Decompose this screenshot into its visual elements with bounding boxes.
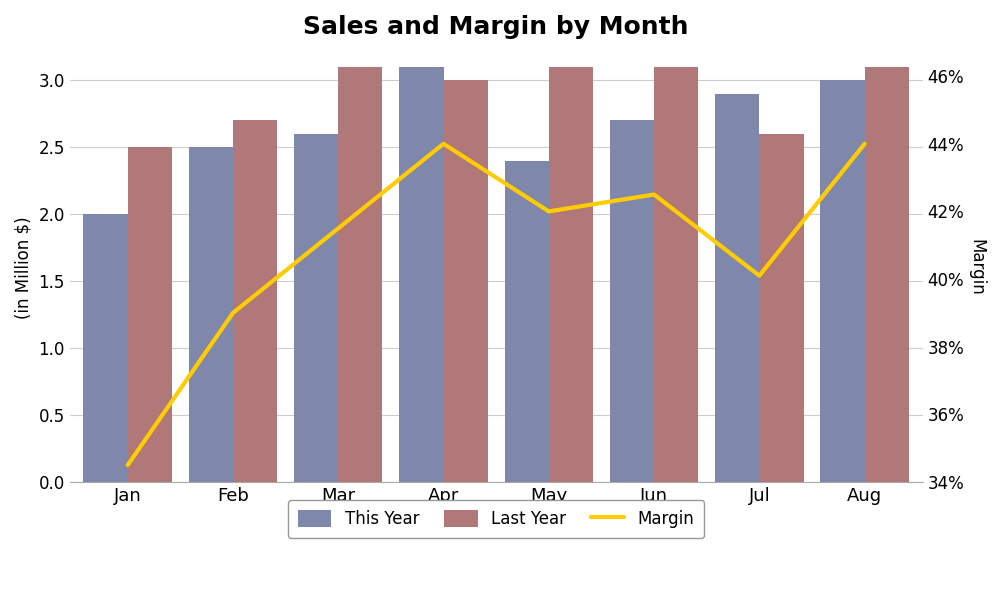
Bar: [505, 161, 549, 482]
Bar: [654, 67, 698, 482]
Bar: [759, 134, 804, 482]
Bar: [294, 134, 338, 482]
Legend: This Year, Last Year, Margin: This Year, Last Year, Margin: [288, 500, 704, 538]
Bar: [399, 67, 444, 482]
Bar: [338, 67, 382, 482]
Margin: [332, 225, 344, 232]
Y-axis label: (in Million $): (in Million $): [15, 217, 33, 319]
Bar: [83, 214, 128, 482]
Bar: [189, 147, 233, 482]
Bar: [444, 80, 488, 482]
Margin: [227, 309, 239, 316]
Bar: [610, 121, 654, 482]
Line: Margin: Margin: [128, 144, 865, 465]
Margin: [753, 272, 765, 279]
Bar: [865, 67, 909, 482]
Y-axis label: Margin: Margin: [967, 239, 985, 296]
Margin: [438, 140, 450, 148]
Margin: [543, 208, 555, 215]
Margin: [648, 191, 660, 198]
Bar: [128, 147, 172, 482]
Margin: [122, 461, 134, 469]
Title: Sales and Margin by Month: Sales and Margin by Month: [303, 15, 689, 39]
Bar: [715, 94, 759, 482]
Bar: [233, 121, 277, 482]
Bar: [820, 80, 865, 482]
Bar: [549, 67, 593, 482]
Margin: [859, 140, 871, 148]
